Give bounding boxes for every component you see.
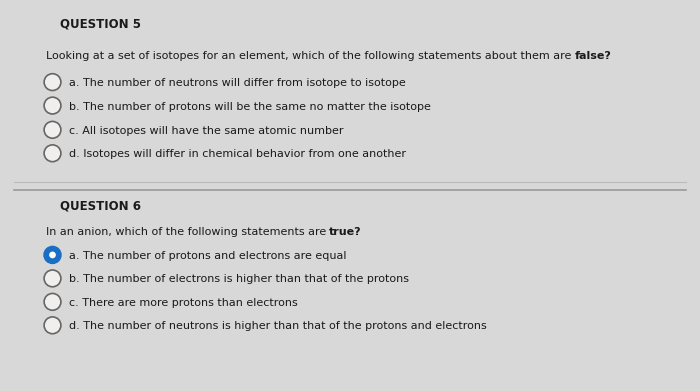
Text: d. The number of neutrons is higher than that of the protons and electrons: d. The number of neutrons is higher than… <box>69 321 486 332</box>
Ellipse shape <box>44 74 61 90</box>
Text: a. The number of protons and electrons are equal: a. The number of protons and electrons a… <box>69 251 346 261</box>
Text: true?: true? <box>329 227 362 237</box>
Ellipse shape <box>44 122 61 138</box>
Text: Looking at a set of isotopes for an element, which of the following statements a: Looking at a set of isotopes for an elem… <box>46 51 575 61</box>
Text: c. All isotopes will have the same atomic number: c. All isotopes will have the same atomi… <box>69 126 343 136</box>
Ellipse shape <box>44 145 61 161</box>
Text: b. The number of protons will be the same no matter the isotope: b. The number of protons will be the sam… <box>69 102 431 112</box>
Text: b. The number of electrons is higher than that of the protons: b. The number of electrons is higher tha… <box>69 274 409 285</box>
Ellipse shape <box>49 251 56 258</box>
Ellipse shape <box>44 317 61 334</box>
Text: In an anion, which of the following statements are: In an anion, which of the following stat… <box>46 227 329 237</box>
Ellipse shape <box>44 247 61 263</box>
Ellipse shape <box>44 270 61 287</box>
Text: false?: false? <box>575 51 611 61</box>
Text: a. The number of neutrons will differ from isotope to isotope: a. The number of neutrons will differ fr… <box>69 78 405 88</box>
Ellipse shape <box>44 97 61 114</box>
Text: d. Isotopes will differ in chemical behavior from one another: d. Isotopes will differ in chemical beha… <box>69 149 405 160</box>
Ellipse shape <box>44 294 61 310</box>
Text: QUESTION 5: QUESTION 5 <box>60 18 141 30</box>
Text: QUESTION 6: QUESTION 6 <box>60 199 141 212</box>
Text: c. There are more protons than electrons: c. There are more protons than electrons <box>69 298 298 308</box>
